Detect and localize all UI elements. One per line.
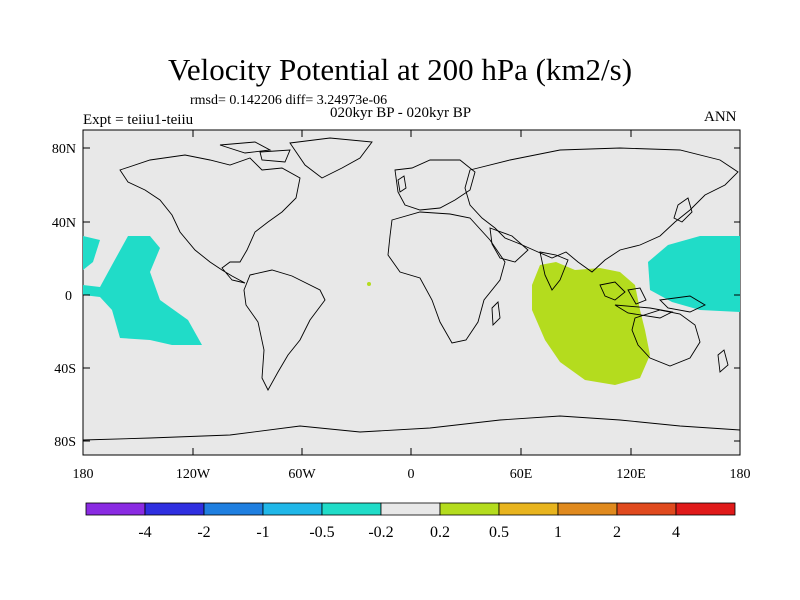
colorbar-label-0: -4 — [138, 524, 151, 541]
colorbar-swatch-10 — [675, 502, 736, 516]
colorbar-swatch-8 — [557, 502, 618, 516]
experiment-label: Expt = teiiu1-teiiu — [83, 112, 194, 128]
lat-label-40n: 40N — [52, 216, 76, 231]
positive-anomaly-indian-ocean — [532, 262, 650, 385]
colorbar-swatch-9 — [616, 502, 677, 516]
stats-label: rmsd= 0.142206 diff= 3.24973e-06 — [190, 93, 388, 108]
map-panel — [82, 129, 741, 456]
negative-anomaly-east-pacific — [83, 236, 202, 345]
colorbar-swatch-7 — [498, 502, 559, 516]
colorbar-label-8: 2 — [613, 524, 621, 541]
colorbar: -4 -2 -1 -0.5 -0.2 0.2 0.5 1 2 4 — [85, 502, 736, 541]
map-title: Velocity Potential at 200 hPa (km2/s) — [167, 52, 633, 87]
period-label: 020kyr BP - 020kyr BP — [330, 105, 472, 121]
colorbar-swatch-2 — [203, 502, 264, 516]
colorbar-swatch-1 — [144, 502, 205, 516]
lat-label-40s: 40S — [54, 362, 76, 377]
lon-label-60w: 60W — [288, 467, 316, 482]
coastlines — [82, 137, 741, 441]
colorbar-label-2: -1 — [256, 524, 269, 541]
colorbar-label-3: -0.5 — [309, 524, 334, 541]
negative-anomaly-maritime-pacific — [648, 236, 740, 312]
colorbar-label-6: 0.5 — [489, 524, 509, 541]
lon-label-180w: 180 — [73, 467, 94, 482]
lat-label-80s: 80S — [54, 435, 76, 450]
negative-anomaly-west-pacific — [83, 236, 100, 270]
colorbar-swatch-5 — [380, 502, 441, 516]
colorbar-label-7: 1 — [554, 524, 562, 541]
colorbar-label-9: 4 — [672, 524, 680, 541]
lat-label-80n: 80N — [52, 142, 76, 157]
lon-label-120w: 120W — [176, 467, 211, 482]
season-label: ANN — [704, 109, 737, 125]
lon-label-120e: 120E — [616, 467, 646, 482]
colorbar-swatch-0 — [85, 502, 146, 516]
lon-label-60e: 60E — [510, 467, 533, 482]
colorbar-label-5: 0.2 — [430, 524, 450, 541]
lon-label-0: 0 — [408, 467, 415, 482]
colorbar-swatch-6 — [439, 502, 500, 516]
colorbar-label-1: -2 — [197, 524, 210, 541]
lat-label-0: 0 — [65, 289, 72, 304]
colorbar-swatch-4 — [321, 502, 382, 516]
axis-ticks — [83, 130, 740, 455]
colorbar-label-4: -0.2 — [368, 524, 393, 541]
lon-label-180e: 180 — [730, 467, 751, 482]
colorbar-swatch-3 — [262, 502, 323, 516]
positive-anomaly-atlantic-speck — [367, 282, 371, 286]
